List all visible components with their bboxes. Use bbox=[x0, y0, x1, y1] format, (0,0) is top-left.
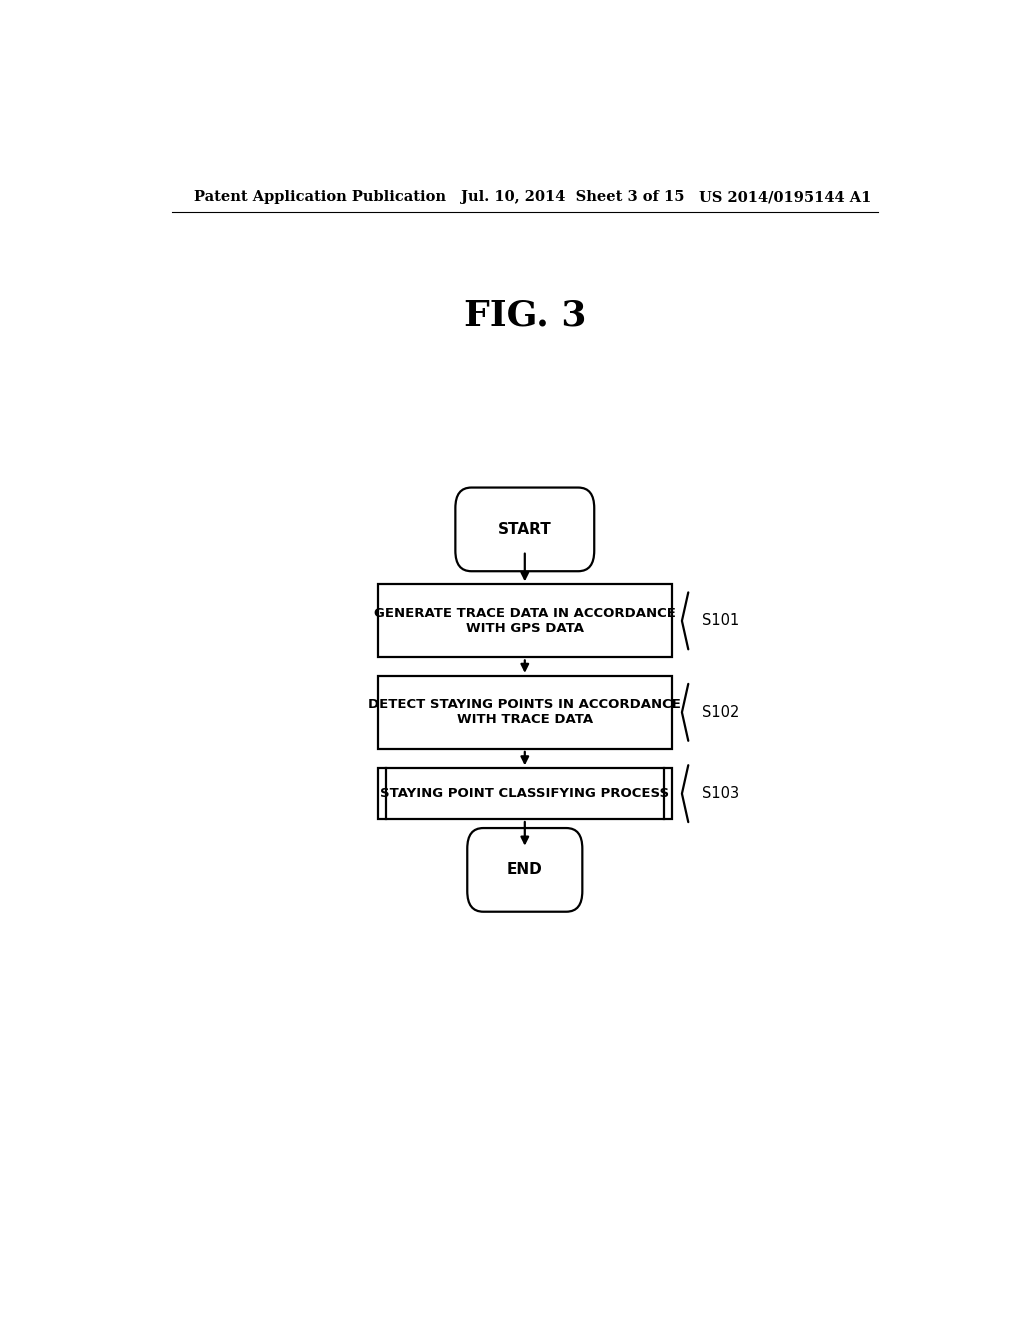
Text: US 2014/0195144 A1: US 2014/0195144 A1 bbox=[699, 190, 871, 205]
Text: S102: S102 bbox=[701, 705, 739, 719]
Text: S103: S103 bbox=[701, 787, 739, 801]
Bar bbox=[378, 676, 672, 748]
Bar bbox=[378, 585, 672, 657]
Text: FIG. 3: FIG. 3 bbox=[464, 298, 586, 333]
FancyBboxPatch shape bbox=[456, 487, 594, 572]
Bar bbox=[378, 768, 672, 818]
Text: DETECT STAYING POINTS IN ACCORDANCE
WITH TRACE DATA: DETECT STAYING POINTS IN ACCORDANCE WITH… bbox=[369, 698, 681, 726]
Text: S101: S101 bbox=[701, 614, 739, 628]
Text: STAYING POINT CLASSIFYING PROCESS: STAYING POINT CLASSIFYING PROCESS bbox=[380, 787, 670, 800]
Text: START: START bbox=[498, 521, 552, 537]
Text: GENERATE TRACE DATA IN ACCORDANCE
WITH GPS DATA: GENERATE TRACE DATA IN ACCORDANCE WITH G… bbox=[374, 607, 676, 635]
Text: END: END bbox=[507, 862, 543, 878]
Text: Jul. 10, 2014  Sheet 3 of 15: Jul. 10, 2014 Sheet 3 of 15 bbox=[461, 190, 685, 205]
FancyBboxPatch shape bbox=[467, 828, 583, 912]
Text: Patent Application Publication: Patent Application Publication bbox=[194, 190, 445, 205]
